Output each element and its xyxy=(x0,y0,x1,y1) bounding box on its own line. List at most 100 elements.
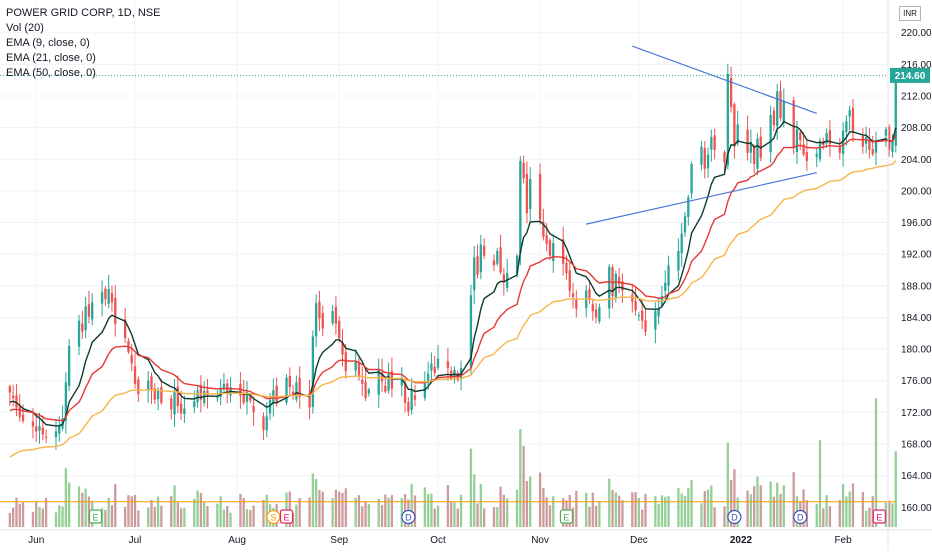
candle xyxy=(519,160,522,253)
volume-bar xyxy=(759,485,762,527)
y-tick-label: 172.00 xyxy=(901,408,932,419)
candle xyxy=(515,255,519,274)
candle xyxy=(107,288,110,304)
volume-bar xyxy=(822,508,825,527)
event-marker-label: E xyxy=(92,513,98,523)
event-marker-box xyxy=(88,509,103,524)
grid xyxy=(0,0,888,530)
candle xyxy=(654,311,657,330)
volume-bar xyxy=(631,492,634,527)
y-tick-label: 184.00 xyxy=(901,313,932,324)
volume-bar xyxy=(413,495,417,527)
event-marker-E: E xyxy=(559,509,574,524)
volume-bar xyxy=(357,495,361,527)
indicator-volume[interactable]: Vol (20) xyxy=(6,22,44,34)
x-tick-label: Feb xyxy=(834,535,852,546)
candle xyxy=(611,267,614,297)
candle xyxy=(430,363,433,371)
volume-bar xyxy=(384,494,387,527)
candle xyxy=(792,100,795,147)
volume-bar xyxy=(614,492,617,527)
volume-bar xyxy=(637,498,641,527)
volume-bar xyxy=(874,398,878,527)
candle xyxy=(868,139,871,150)
volume-bar xyxy=(107,498,110,527)
volume-bar xyxy=(390,495,394,527)
volume-bar xyxy=(127,495,130,527)
volume-bar xyxy=(848,491,851,527)
indicator-ema-9[interactable]: EMA (9, close, 0) xyxy=(6,37,90,49)
volume-bar xyxy=(433,508,436,527)
volume-bar xyxy=(703,491,706,527)
volume-bar xyxy=(815,503,818,527)
volume-bar xyxy=(104,509,107,527)
volume-bar xyxy=(156,496,160,527)
candle xyxy=(15,395,18,408)
candle xyxy=(222,383,226,390)
y-tick-label: 208.00 xyxy=(901,123,932,134)
y-tick-label: 160.00 xyxy=(901,503,932,514)
candle xyxy=(423,383,426,398)
indicator-ema-21[interactable]: EMA (21, close, 0) xyxy=(6,52,96,64)
y-tick-label: 180.00 xyxy=(901,345,932,356)
event-marker-E: E xyxy=(279,509,294,524)
x-tick-label: Dec xyxy=(630,535,648,546)
volume-bar xyxy=(315,479,318,527)
y-tick-label: 168.00 xyxy=(901,440,932,451)
candle xyxy=(894,75,897,146)
volume-bar xyxy=(38,506,41,527)
volume-bar xyxy=(538,472,542,527)
candle xyxy=(561,239,565,264)
volume-bar xyxy=(245,509,249,527)
volume-bar xyxy=(64,468,68,527)
volume-bar xyxy=(575,490,578,527)
volume-bar xyxy=(792,472,795,527)
candle xyxy=(318,301,321,319)
candle xyxy=(545,235,548,244)
candle xyxy=(100,292,104,304)
candle xyxy=(311,336,315,407)
indicator-ema-50[interactable]: EMA (50, close, 0) xyxy=(6,67,96,79)
volume-bar xyxy=(436,505,440,527)
candle xyxy=(341,342,344,355)
candle xyxy=(703,148,706,169)
volume-bar xyxy=(21,502,25,527)
candle xyxy=(18,406,21,418)
volume-bar xyxy=(61,506,64,527)
candle xyxy=(216,397,219,399)
volume-bar xyxy=(265,494,268,527)
candle xyxy=(496,251,499,264)
candle xyxy=(710,137,713,150)
candle xyxy=(884,129,888,136)
candle xyxy=(150,376,153,391)
candle xyxy=(621,281,624,291)
y-tick-label: 200.00 xyxy=(901,186,932,197)
volume-bar xyxy=(341,492,344,527)
candle xyxy=(367,389,371,394)
volume-bar xyxy=(242,497,245,527)
candle xyxy=(133,366,137,384)
candle xyxy=(565,262,568,274)
candle xyxy=(31,421,35,427)
candle xyxy=(825,133,828,144)
candle xyxy=(736,124,739,144)
candle xyxy=(249,395,252,401)
volume-bar xyxy=(502,494,506,527)
volume-bar xyxy=(828,506,832,527)
volume-bar xyxy=(891,503,894,527)
candle xyxy=(433,366,436,373)
candle xyxy=(123,319,127,339)
currency-label[interactable]: INR xyxy=(899,6,921,21)
candle xyxy=(147,380,150,390)
volume-bar xyxy=(802,489,805,527)
volume-bar xyxy=(364,501,367,527)
volume-bar xyxy=(838,500,841,527)
candle xyxy=(815,153,818,158)
volume-bar xyxy=(58,505,61,527)
candle xyxy=(729,77,733,108)
volume-bar xyxy=(41,508,44,527)
volume-bar xyxy=(864,510,868,527)
volume-bar xyxy=(733,469,736,527)
